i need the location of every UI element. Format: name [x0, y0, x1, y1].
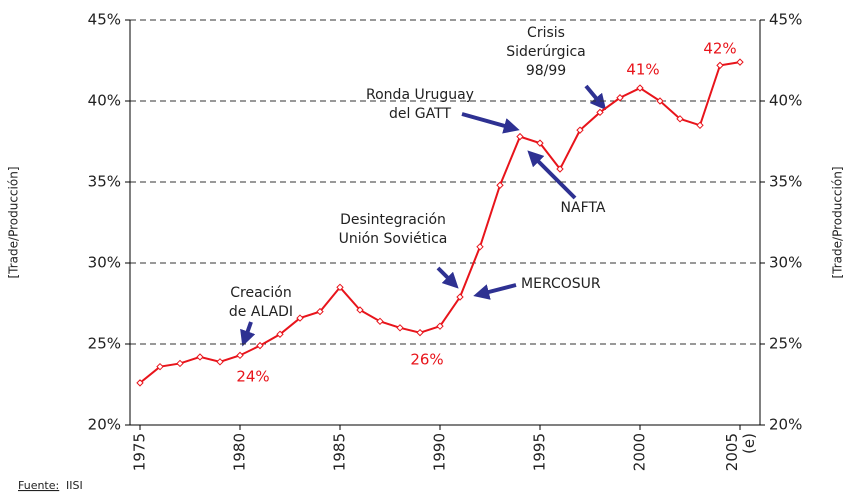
annotation: Creación: [230, 285, 291, 301]
annotation: Desintegración: [340, 212, 446, 228]
y-tick-label: 45%: [88, 11, 121, 29]
point: [536, 139, 544, 147]
y2-tick-label: 35%: [769, 173, 802, 191]
point: [396, 324, 404, 332]
x-tick-label: 1980: [231, 433, 249, 471]
annotation: Crisis: [527, 25, 565, 41]
ylabel-left: [Trade/Producción]: [7, 167, 21, 279]
arrow: [436, 266, 459, 289]
point: [716, 61, 724, 70]
point: [216, 358, 224, 366]
x-tick-label: 2005(e): [723, 433, 758, 471]
annotation: Ronda Uruguay: [366, 87, 474, 103]
point: [136, 379, 144, 387]
arrow: [527, 150, 577, 200]
point: [696, 121, 704, 130]
point: [416, 328, 424, 337]
y2-tick-label: 30%: [769, 254, 802, 272]
annotation: Unión Soviética: [339, 231, 448, 247]
arrow: [584, 84, 607, 111]
point-label: 24%: [236, 368, 269, 386]
y-tick-label: 25%: [88, 335, 121, 353]
arrows: [240, 84, 607, 347]
point: [156, 362, 164, 371]
point: [176, 359, 184, 368]
y-tick-label: 35%: [88, 173, 121, 191]
y2-tick-label: 45%: [769, 11, 802, 29]
source-label: Fuente:: [18, 479, 59, 492]
point: [576, 126, 584, 134]
source: IISI: [66, 479, 83, 492]
point: [316, 307, 324, 316]
point: [356, 306, 364, 314]
annotation: de ALADI: [229, 304, 293, 320]
point: [596, 108, 604, 117]
point-label: 41%: [626, 61, 659, 79]
y-tick-label: 20%: [88, 416, 121, 434]
annotation: 98/99: [526, 63, 566, 79]
point-label: 42%: [703, 40, 736, 58]
point: [676, 115, 684, 123]
y2-tick-label: 20%: [769, 416, 802, 434]
x-tick-label: 1995: [531, 433, 549, 471]
annotation: NAFTA: [561, 200, 606, 216]
y-tick-label: 30%: [88, 254, 121, 272]
point: [636, 84, 644, 92]
point-label: 26%: [410, 351, 443, 369]
point: [556, 165, 564, 173]
point: [276, 330, 284, 338]
point: [736, 58, 744, 66]
point: [476, 243, 484, 251]
y2-tick-label: 25%: [769, 335, 802, 353]
annotation: Siderúrgica: [506, 44, 585, 60]
point: [256, 341, 264, 350]
point: [336, 283, 344, 292]
point: [516, 132, 524, 141]
point: [376, 317, 384, 326]
arrow: [473, 283, 517, 300]
y2-tick-label: 40%: [769, 92, 802, 110]
annotation: MERCOSUR: [521, 276, 601, 292]
point: [616, 94, 624, 102]
point: [456, 293, 464, 301]
x-tick-label: 2000: [631, 433, 649, 471]
point: [436, 322, 444, 330]
x-tick-label: 1990: [431, 433, 449, 471]
point: [236, 351, 244, 360]
point: [656, 97, 664, 105]
y-tick-label: 40%: [88, 92, 121, 110]
point: [296, 314, 304, 322]
ylabel-right: [Trade/Producción]: [831, 167, 844, 279]
arrow: [240, 321, 256, 347]
point: [496, 181, 504, 189]
annotation: del GATT: [389, 106, 451, 122]
arrow: [461, 112, 520, 134]
x-tick-label: 1975: [131, 433, 149, 471]
point: [196, 353, 204, 361]
x-tick-label: 1985: [331, 433, 349, 471]
